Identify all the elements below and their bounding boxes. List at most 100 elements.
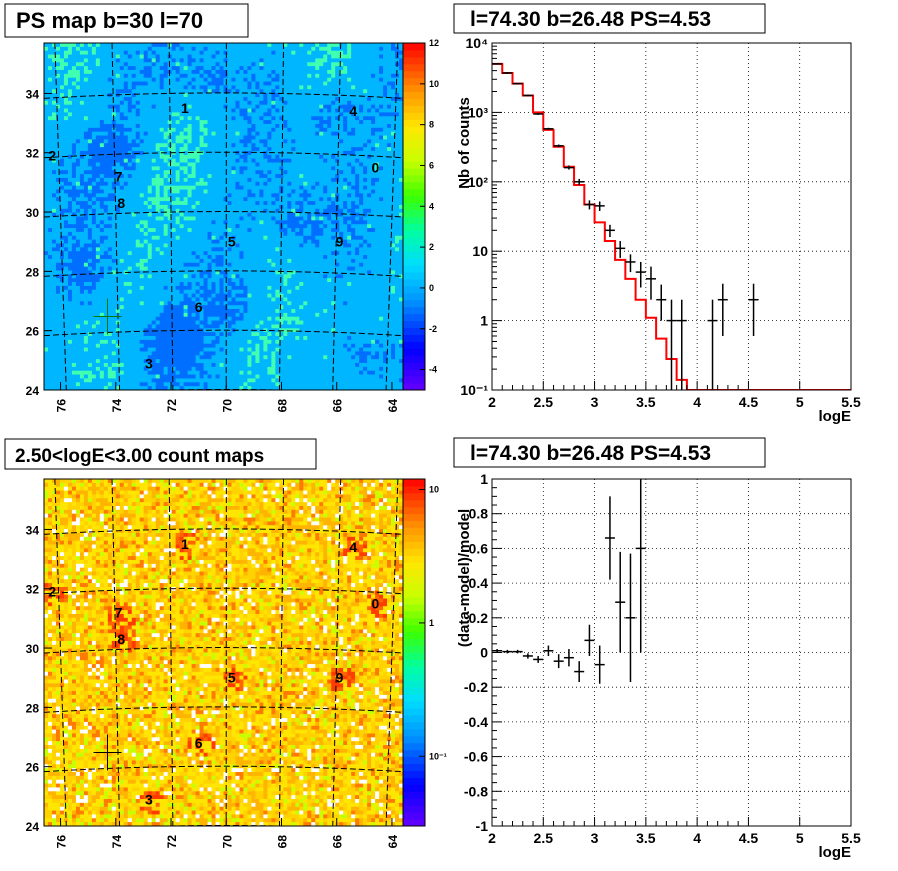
heatmap-cell [59, 243, 65, 248]
heatmap-cell [111, 69, 117, 75]
heatmap-cell [287, 247, 292, 252]
heatmap-cell [395, 58, 400, 63]
heatmap-cell [347, 170, 352, 175]
heatmap-cell [147, 154, 153, 160]
heatmap-cell [359, 93, 364, 98]
heatmap-cell [71, 54, 77, 59]
heatmap-cell [271, 231, 276, 237]
heatmap-cell [299, 93, 304, 98]
heatmap-cell [75, 189, 81, 194]
heatmap-cell [375, 143, 380, 148]
heatmap-cell [163, 162, 169, 167]
heatmap-cell [375, 112, 380, 117]
heatmap-cell [323, 251, 328, 256]
heatmap-cell [379, 112, 384, 117]
heatmap-cell [355, 193, 360, 198]
heatmap-cell [379, 54, 384, 59]
heatmap-cell [71, 204, 77, 210]
heatmap-cell [179, 197, 185, 202]
heatmap-cell [387, 81, 392, 86]
heatmap-cell [115, 135, 121, 140]
heatmap-cell [111, 239, 117, 244]
heatmap-cell [211, 208, 216, 214]
heatmap-cell [207, 69, 212, 75]
heatmap-cell [179, 177, 185, 183]
heatmap-cell [183, 131, 188, 136]
heatmap-cell [263, 123, 268, 129]
heatmap-cell [343, 143, 348, 148]
heatmap-cell [83, 120, 89, 125]
heatmap-cell [127, 43, 133, 48]
heatmap-cell [239, 150, 244, 156]
heatmap-cell [127, 112, 133, 117]
heatmap-cell [387, 231, 392, 237]
heatmap-cell [339, 69, 344, 75]
heatmap-cell [271, 62, 276, 67]
heatmap-cell [223, 89, 228, 94]
heatmap-cell [135, 255, 141, 260]
heatmap-cell [167, 189, 173, 194]
heatmap-cell [259, 127, 264, 133]
heatmap-cell [219, 181, 224, 187]
heatmap-cell [251, 185, 256, 190]
heatmap-cell [139, 150, 145, 156]
heatmap-cell [107, 58, 113, 63]
heatmap-cell [131, 89, 137, 94]
heatmap-cell [387, 116, 392, 121]
heatmap-cell [283, 147, 288, 152]
heatmap-cell [47, 193, 53, 198]
heatmap-cell [171, 224, 177, 229]
heatmap-cell [271, 123, 276, 129]
heatmap-cell [163, 89, 169, 94]
heatmap-cell [343, 77, 348, 82]
heatmap-cell [399, 77, 403, 82]
heatmap-cell [63, 204, 69, 210]
heatmap-cell [231, 108, 236, 113]
heatmap-cell [275, 62, 280, 67]
heatmap-cell [191, 123, 196, 129]
heatmap-cell [123, 58, 129, 63]
heatmap-cell [227, 120, 232, 125]
heatmap-cell [295, 158, 300, 163]
heatmap-cell [167, 170, 173, 175]
heatmap-cell [175, 120, 181, 125]
heatmap-cell [191, 104, 196, 109]
heatmap-cell [235, 104, 240, 109]
heatmap-cell [375, 131, 380, 136]
heatmap-cell [227, 189, 232, 194]
heatmap-cell [375, 46, 380, 52]
heatmap-cell [187, 216, 192, 221]
heatmap-cell [211, 201, 216, 206]
heatmap-cell [387, 120, 392, 125]
heatmap-cell [179, 123, 185, 129]
heatmap-cell [367, 108, 372, 113]
heatmap-cell [147, 158, 153, 163]
heatmap-cell [99, 150, 105, 156]
heatmap-cell [379, 62, 384, 67]
heatmap-cell [171, 89, 177, 94]
heatmap-cell [87, 228, 93, 233]
heatmap-cell [95, 212, 101, 217]
heatmap-cell [143, 174, 149, 179]
heatmap-cell [67, 50, 73, 55]
heatmap-cell [387, 54, 392, 59]
heatmap-cell [75, 73, 81, 79]
heatmap-cell [107, 62, 113, 67]
heatmap-cell [235, 170, 240, 175]
heatmap-cell [87, 89, 93, 94]
heatmap-cell [211, 54, 216, 59]
heatmap-cell [51, 123, 57, 129]
heatmap-cell [175, 170, 181, 175]
heatmap-cell [295, 108, 300, 113]
heatmap-cell [343, 162, 348, 167]
heatmap-cell [67, 58, 73, 63]
heatmap-cell [123, 166, 129, 171]
heatmap-cell [211, 170, 216, 175]
heatmap-cell [335, 120, 340, 125]
heatmap-cell [311, 58, 316, 63]
heatmap-cell [159, 135, 165, 140]
heatmap-cell [139, 204, 145, 210]
heatmap-cell [211, 220, 216, 225]
heatmap-cell [55, 185, 61, 190]
heatmap-cell [319, 177, 324, 183]
